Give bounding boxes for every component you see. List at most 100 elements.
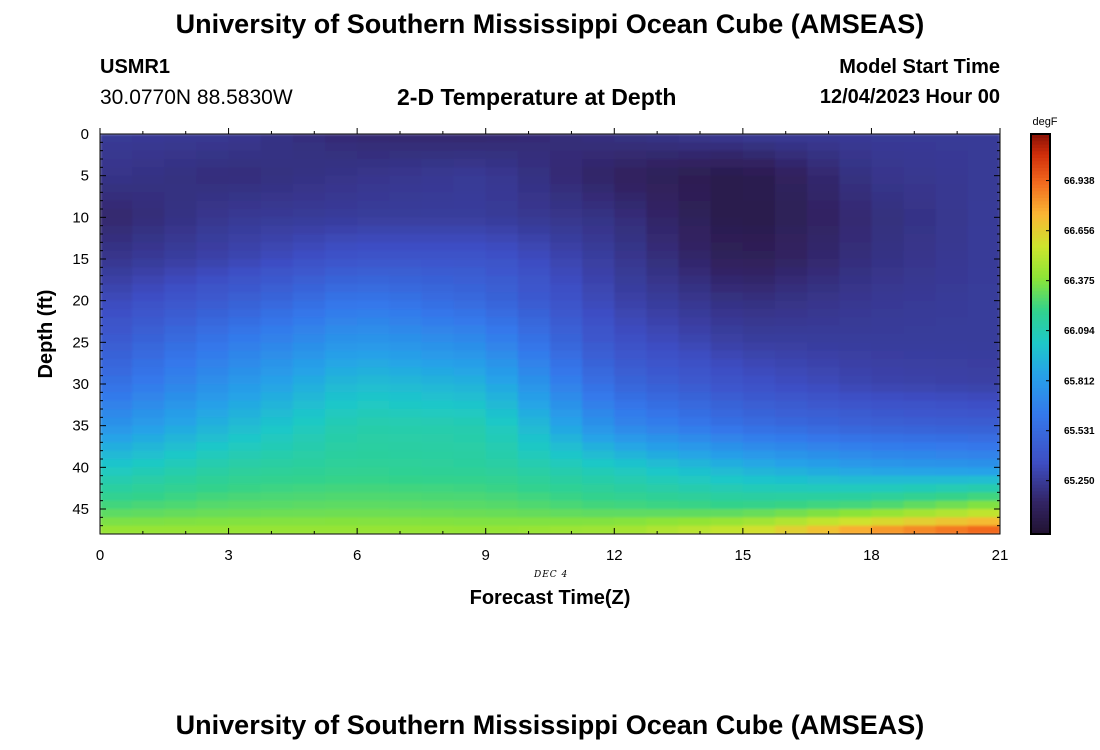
heatmap-cell	[903, 525, 937, 534]
x-tick-label: 6	[353, 547, 361, 564]
heatmap-cell	[775, 209, 808, 218]
heatmap-cell	[228, 500, 262, 510]
heatmap-cell	[196, 284, 230, 293]
heatmap-cell	[517, 175, 551, 185]
heatmap-cell	[775, 192, 808, 202]
heatmap-cell	[903, 517, 937, 527]
heatmap-cell	[517, 142, 551, 152]
heatmap-cell	[871, 350, 905, 360]
heatmap-cell	[357, 450, 390, 460]
heatmap-cell	[742, 384, 776, 393]
heatmap-cell	[839, 192, 873, 202]
heatmap-cell	[421, 142, 455, 152]
heatmap-cell	[614, 442, 648, 452]
heatmap-cell	[485, 334, 519, 343]
heatmap-cell	[582, 250, 615, 260]
heatmap-cell	[164, 242, 198, 252]
heatmap-cell	[582, 342, 615, 352]
heatmap-cell	[132, 167, 165, 177]
heatmap-cell	[807, 217, 840, 227]
heatmap-cell	[614, 384, 648, 393]
heatmap-cell	[292, 525, 326, 534]
heatmap-cell	[196, 392, 230, 402]
heatmap-cell	[839, 492, 873, 502]
heatmap-cell	[614, 334, 648, 343]
heatmap-cell	[646, 134, 680, 143]
x-tick-label: 12	[606, 547, 623, 564]
heatmap-cell	[967, 450, 1000, 460]
heatmap-cell	[485, 159, 519, 168]
heatmap-cell	[775, 200, 808, 210]
heatmap-cell	[325, 250, 358, 260]
heatmap-cell	[485, 142, 519, 152]
heatmap-cell	[453, 475, 487, 485]
heatmap-cell	[357, 167, 390, 177]
heatmap-cell	[196, 175, 230, 185]
heatmap-cell	[389, 367, 423, 377]
heatmap-cell	[164, 234, 198, 243]
heatmap-cell	[132, 225, 165, 235]
heatmap-cell	[357, 342, 390, 352]
heatmap-cell	[228, 417, 262, 427]
heatmap-cell	[807, 509, 840, 518]
heatmap-cell	[710, 225, 744, 235]
heatmap-cell	[164, 159, 198, 168]
heatmap-cell	[421, 250, 455, 260]
colorbar-swatch	[1031, 187, 1050, 192]
heatmap-cell	[292, 425, 326, 435]
heatmap-cell	[839, 184, 873, 193]
heatmap-cell	[678, 309, 712, 318]
heatmap-cell	[421, 175, 455, 185]
heatmap-cell	[903, 292, 937, 302]
heatmap-cell	[742, 517, 776, 527]
heatmap-cell	[453, 367, 487, 377]
heatmap-cell	[871, 317, 905, 327]
heatmap-cell	[807, 192, 840, 202]
heatmap-cell	[614, 300, 648, 310]
heatmap-cell	[292, 434, 326, 443]
heatmap-cell	[550, 484, 583, 493]
heatmap-cell	[485, 150, 519, 160]
heatmap-cell	[550, 400, 583, 410]
heatmap-cell	[582, 275, 615, 285]
heatmap-cell	[807, 359, 840, 368]
heatmap-cell	[100, 275, 133, 285]
heatmap-cell	[421, 367, 455, 377]
heatmap-cell	[292, 317, 326, 327]
heatmap-cell	[871, 525, 905, 534]
heatmap-cell	[389, 142, 423, 152]
heatmap-cell	[389, 259, 423, 268]
heatmap-cell	[228, 225, 262, 235]
heatmap-cell	[453, 467, 487, 477]
heatmap-cell	[678, 350, 712, 360]
heatmap-cell	[871, 492, 905, 502]
heatmap-cell	[421, 242, 455, 252]
heatmap-cell	[903, 342, 937, 352]
heatmap-cell	[453, 175, 487, 185]
heatmap-cell	[485, 400, 519, 410]
heatmap-cell	[710, 242, 744, 252]
heatmap-cell	[646, 309, 680, 318]
heatmap-cell	[485, 450, 519, 460]
heatmap-cell	[582, 134, 615, 143]
heatmap-cell	[453, 217, 487, 227]
heatmap-cell	[582, 175, 615, 185]
heatmap-cell	[325, 159, 358, 168]
heatmap-cell	[292, 367, 326, 377]
heatmap-cell	[292, 350, 326, 360]
heatmap-cell	[132, 467, 165, 477]
heatmap-cell	[389, 392, 423, 402]
heatmap-cell	[357, 309, 390, 318]
colorbar-swatch	[1031, 394, 1050, 398]
heatmap-cell	[517, 409, 551, 418]
colorbar-swatch	[1031, 307, 1050, 312]
heatmap-cell	[935, 467, 969, 477]
heatmap-cell	[775, 350, 808, 360]
heatmap-cell	[196, 442, 230, 452]
heatmap-cell	[100, 367, 133, 377]
heatmap-cell	[678, 434, 712, 443]
heatmap-cell	[742, 509, 776, 518]
colorbar-swatch	[1031, 507, 1050, 512]
heatmap-cell	[389, 467, 423, 477]
colorbar-swatch	[1031, 417, 1050, 422]
